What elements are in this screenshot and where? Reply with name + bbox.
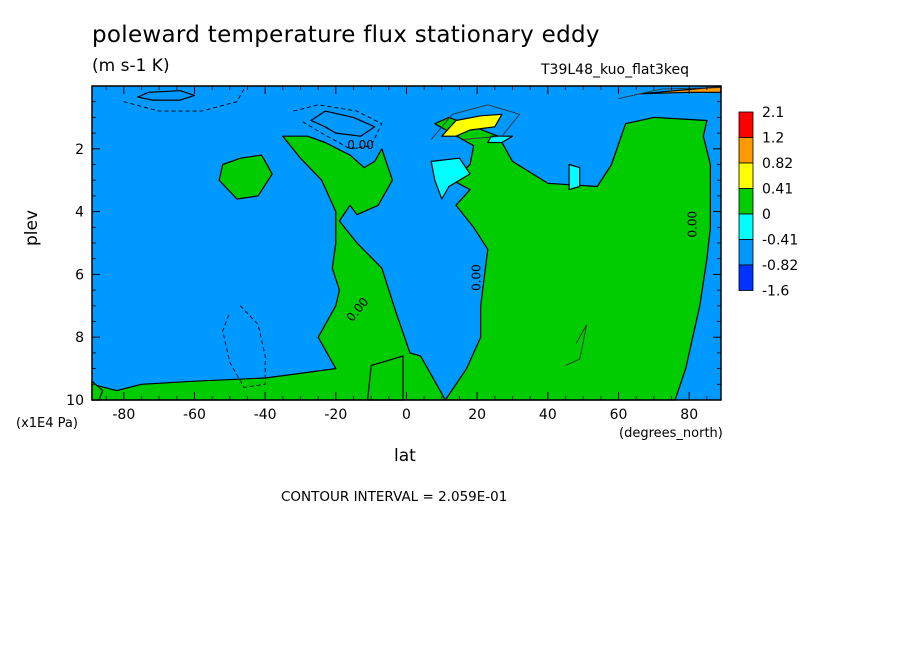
colorbar-label: 0.82	[762, 156, 793, 172]
colorbar-label: -1.6	[762, 284, 789, 300]
colorbar-label: 0	[762, 207, 771, 223]
filled-region	[568, 163, 581, 191]
filled-region	[310, 110, 376, 137]
contour-label: 0.00	[347, 138, 374, 152]
positive-contour-line	[430, 104, 521, 140]
filled-region	[218, 154, 273, 200]
chart-units: (m s-1 K)	[92, 56, 170, 76]
positive-contour-line	[618, 87, 722, 100]
negative-contour-line	[123, 88, 245, 112]
filled-region	[434, 116, 712, 401]
colorbar-swatch	[738, 239, 754, 266]
colorbar-swatch	[738, 188, 754, 215]
x-tick-label: 60	[610, 407, 628, 423]
x-tick-label: -40	[254, 407, 277, 423]
run-id-label: T39L48_kuo_flat3keq	[541, 62, 689, 78]
y-tick-label: 2	[75, 142, 84, 158]
contour-label: 0.00	[470, 264, 484, 291]
x-tick-label: 20	[468, 407, 486, 423]
filled-region	[441, 113, 503, 137]
x-tick-label: -60	[183, 407, 206, 423]
colorbar-label: 1.2	[762, 131, 784, 147]
x-axis-units: (degrees_north)	[619, 426, 723, 441]
colorbar-swatch	[738, 213, 754, 240]
y-axis-units: (x1E4 Pa)	[16, 416, 78, 431]
contour-label: 0.00	[685, 211, 699, 238]
y-tick-label: 10	[66, 393, 84, 409]
colorbar-label: 0.41	[762, 182, 793, 198]
colorbar-label: 2.1	[762, 105, 784, 121]
filled-region	[487, 135, 514, 144]
y-tick-label: 8	[75, 330, 84, 346]
colorbar-label: -0.41	[762, 233, 798, 249]
y-tick-label: 4	[75, 205, 84, 221]
positive-contour-line	[565, 324, 588, 366]
x-tick-label: 40	[539, 407, 557, 423]
x-tick-label: 80	[680, 407, 698, 423]
negative-contour-line	[222, 305, 266, 388]
colorbar-swatch	[738, 137, 754, 164]
filled-region	[430, 157, 471, 200]
x-tick-label: -80	[112, 407, 135, 423]
colorbar-swatch	[738, 264, 754, 291]
filled-region	[91, 135, 446, 401]
y-tick-label: 6	[75, 267, 84, 283]
filled-region	[137, 90, 196, 101]
chart-title: poleward temperature flux stationary edd…	[92, 22, 600, 48]
colorbar-swatch	[738, 111, 754, 138]
colorbar-label: -0.82	[762, 258, 798, 274]
x-axis-label: lat	[394, 446, 416, 466]
contour-interval-note: CONTOUR INTERVAL = 2.059E-01	[281, 489, 508, 505]
x-tick-label: 0	[402, 407, 411, 423]
colorbar-swatch	[738, 162, 754, 189]
x-tick-label: -20	[324, 407, 347, 423]
